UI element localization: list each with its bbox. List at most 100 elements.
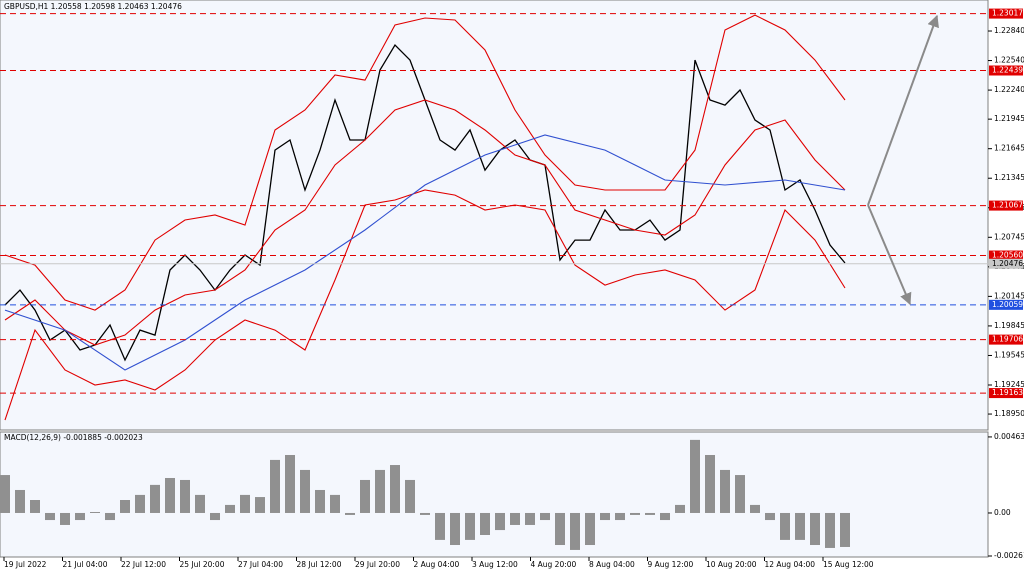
indicator-line bbox=[4, 99, 846, 346]
macd-title: MACD(12,26,9) -0.001885 -0.002023 bbox=[4, 433, 143, 442]
macd-bar bbox=[630, 512, 640, 515]
macd-bar bbox=[645, 512, 655, 515]
macd-bar bbox=[120, 500, 130, 513]
indicator-line bbox=[4, 134, 846, 371]
level-label: 1.22439 bbox=[992, 66, 1023, 75]
macd-bar bbox=[30, 500, 40, 513]
macd-bar bbox=[480, 512, 490, 535]
macd-bar bbox=[345, 512, 355, 515]
y-tick-label: 0.00 bbox=[994, 508, 1011, 517]
x-tick-label: 29 Jul 20:00 bbox=[355, 560, 400, 569]
y-tick-label: 1.18950 bbox=[994, 409, 1024, 418]
macd-bar bbox=[15, 489, 25, 513]
x-tick-label: 10 Aug 20:00 bbox=[706, 560, 757, 569]
macd-bar bbox=[150, 484, 160, 513]
macd-bar bbox=[585, 512, 595, 546]
level-tag bbox=[989, 8, 1023, 19]
x-tick-label: 4 Aug 20:00 bbox=[531, 560, 577, 569]
macd-bar bbox=[795, 512, 805, 540]
level-tag bbox=[989, 334, 1023, 345]
macd-bar bbox=[360, 479, 370, 513]
y-tick-label: 1.21645 bbox=[994, 144, 1024, 153]
macd-bar bbox=[255, 497, 265, 513]
macd-bar bbox=[825, 512, 835, 548]
macd-bar bbox=[570, 512, 580, 550]
macd-bar bbox=[555, 512, 565, 546]
x-tick-label: 27 Jul 04:00 bbox=[238, 560, 283, 569]
macd-bar bbox=[405, 479, 415, 513]
macd-bar bbox=[270, 459, 280, 513]
y-tick-label: 1.19245 bbox=[994, 380, 1024, 389]
macd-bar bbox=[675, 504, 685, 513]
price-panel bbox=[0, 0, 989, 431]
x-tick-label: 12 Aug 04:00 bbox=[765, 560, 816, 569]
chart-title: GBPUSD,H1 1.20558 1.20598 1.20463 1.2047… bbox=[4, 2, 182, 11]
y-tick-label: 1.22840 bbox=[994, 26, 1024, 35]
macd-bar bbox=[195, 494, 205, 513]
x-tick-label: 21 Jul 04:00 bbox=[63, 560, 108, 569]
macd-bar bbox=[765, 512, 775, 521]
macd-panel bbox=[0, 431, 989, 558]
y-tick-label: 1.19845 bbox=[994, 321, 1024, 330]
macd-bar bbox=[660, 512, 670, 521]
projection-arrow bbox=[867, 14, 939, 206]
y-tick-label: 1.22540 bbox=[994, 56, 1024, 65]
macd-bar bbox=[315, 489, 325, 513]
macd-bar bbox=[705, 454, 715, 513]
macd-bar bbox=[285, 454, 295, 513]
y-tick-label: 1.22240 bbox=[994, 85, 1024, 94]
x-tick-label: 15 Aug 12:00 bbox=[823, 560, 874, 569]
level-tag bbox=[989, 250, 1023, 261]
x-tick-label: 28 Jul 12:00 bbox=[297, 560, 342, 569]
x-tick-label: 3 Aug 12:00 bbox=[472, 560, 518, 569]
macd-bar bbox=[450, 512, 460, 546]
level-label: 1.21067 bbox=[992, 201, 1023, 210]
macd-bar bbox=[780, 512, 790, 540]
projection-arrow bbox=[867, 204, 912, 306]
macd-bar bbox=[465, 512, 475, 540]
y-tick-label: 1.21345 bbox=[994, 173, 1024, 182]
x-tick-label: 25 Jul 20:00 bbox=[180, 560, 225, 569]
macd-bar bbox=[840, 512, 850, 547]
x-tick-label: 22 Jul 12:00 bbox=[121, 560, 166, 569]
macd-bar bbox=[180, 479, 190, 513]
macd-bar bbox=[300, 469, 310, 513]
x-tick-label: 2 Aug 04:00 bbox=[414, 560, 460, 569]
indicator-line bbox=[4, 14, 846, 311]
x-tick-label: 9 Aug 12:00 bbox=[648, 560, 694, 569]
macd-bar bbox=[540, 512, 550, 521]
macd-bar bbox=[435, 512, 445, 540]
macd-bar bbox=[525, 512, 535, 525]
macd-bar bbox=[0, 475, 10, 513]
y-tick-label: 1.21945 bbox=[994, 114, 1024, 123]
macd-bar bbox=[750, 504, 760, 513]
macd-bar bbox=[735, 475, 745, 513]
level-label: 1.20059 bbox=[992, 300, 1023, 309]
macd-bar bbox=[390, 465, 400, 513]
macd-bar bbox=[600, 512, 610, 521]
indicator-line bbox=[4, 189, 846, 421]
level-label: 1.23017 bbox=[992, 9, 1023, 18]
macd-bar bbox=[375, 469, 385, 513]
level-tag bbox=[989, 200, 1023, 211]
y-tick-label: -0.002619 bbox=[994, 551, 1024, 560]
level-label: 1.19163 bbox=[992, 388, 1023, 397]
x-tick-label: 19 Jul 2022 bbox=[4, 560, 47, 569]
level-tag bbox=[989, 299, 1023, 310]
macd-bar bbox=[420, 512, 430, 515]
macd-bar bbox=[90, 511, 100, 513]
macd-bar bbox=[510, 512, 520, 525]
macd-bar bbox=[225, 504, 235, 513]
macd-bar bbox=[135, 494, 145, 513]
macd-bar bbox=[720, 469, 730, 513]
macd-bar bbox=[45, 512, 55, 521]
macd-bar bbox=[615, 512, 625, 521]
level-tag bbox=[989, 65, 1023, 76]
level-label: 1.20560 bbox=[992, 251, 1023, 260]
macd-bar bbox=[240, 494, 250, 513]
macd-bar bbox=[810, 512, 820, 546]
level-label: 1.19706 bbox=[992, 335, 1023, 344]
macd-bar bbox=[330, 494, 340, 513]
macd-bar bbox=[210, 512, 220, 521]
level-tag bbox=[989, 388, 1023, 399]
